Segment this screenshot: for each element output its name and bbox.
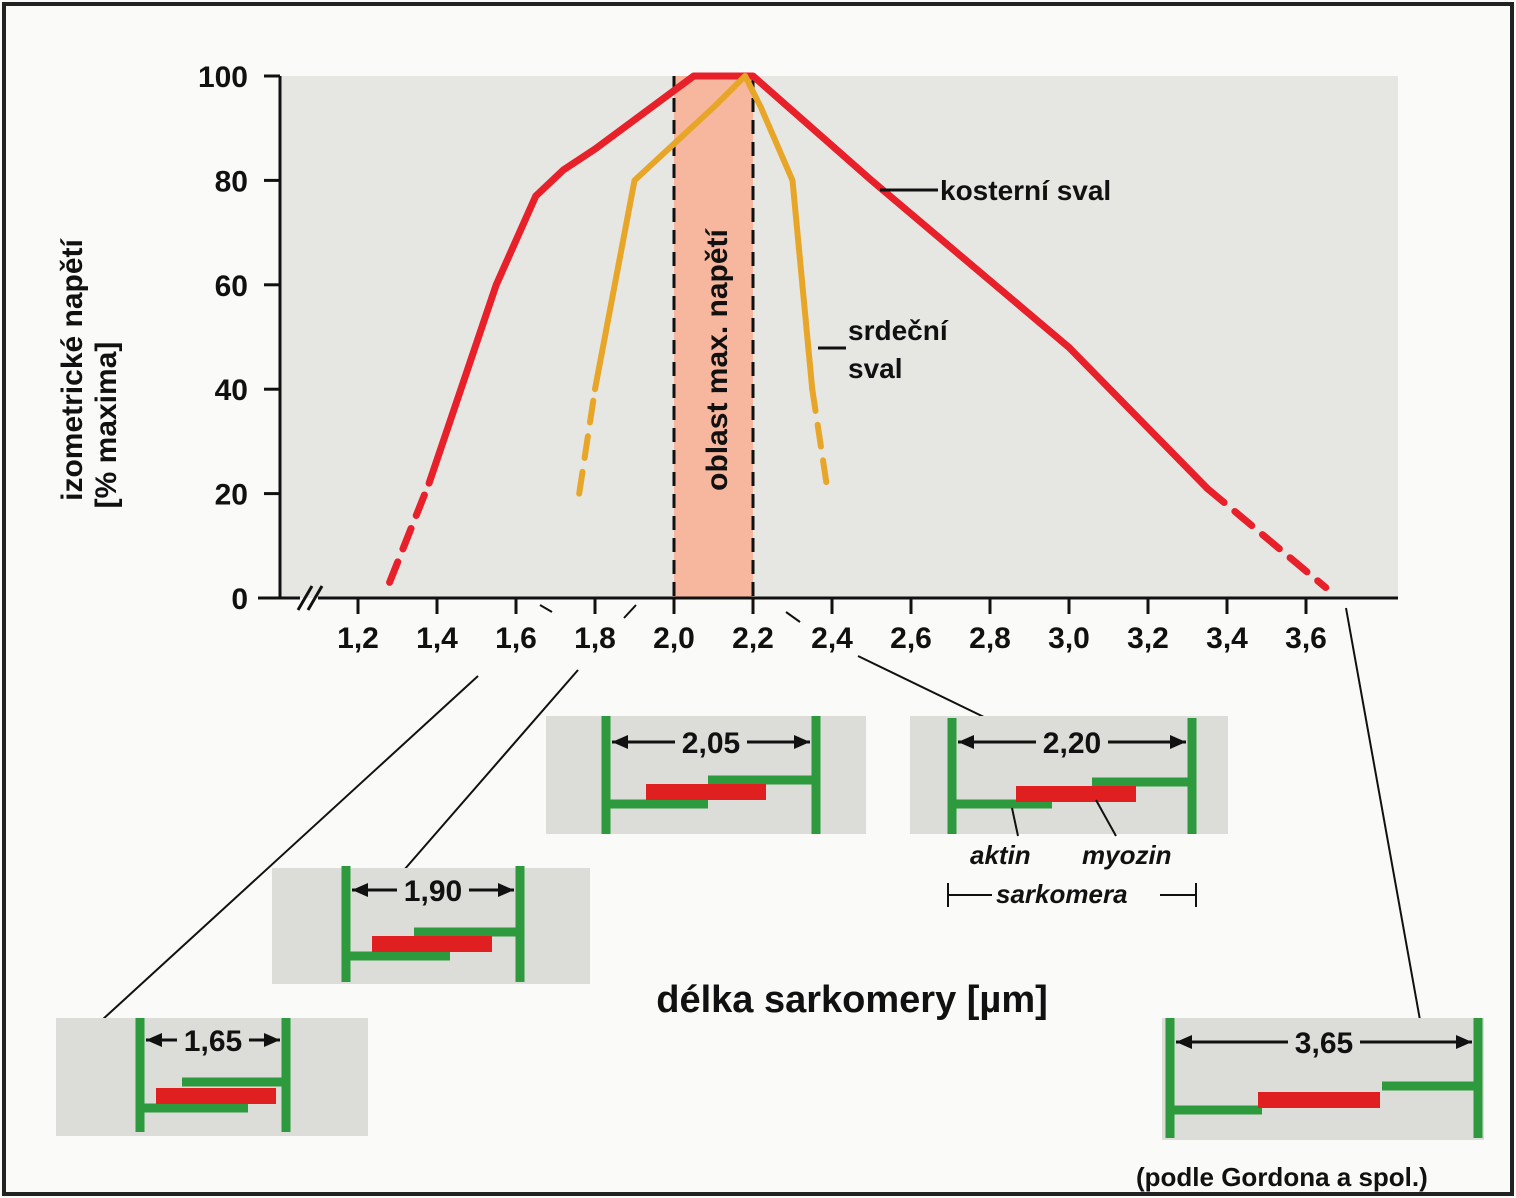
x-tick-label: 2,4 xyxy=(811,622,853,655)
x-tick-label: 3,2 xyxy=(1127,622,1169,655)
axis-break-mark-2 xyxy=(306,585,324,611)
cardiac-series-dashed-low xyxy=(576,386,598,497)
sarcomere-connector xyxy=(785,611,801,623)
x-tick-label: 2,8 xyxy=(969,622,1011,655)
y-tick-label: 20 xyxy=(215,479,248,512)
source-note: (podle Gordona a spol.) xyxy=(1136,1162,1428,1192)
cardiac-series-label-line2: sval xyxy=(848,353,903,384)
sarcomere-length-label: 2,20 xyxy=(1043,727,1101,760)
sarcomere-connector xyxy=(101,675,479,1021)
length-arrowhead-right xyxy=(794,735,810,749)
y-tick-label: 40 xyxy=(215,374,248,407)
x-tick-label: 3,0 xyxy=(1048,622,1090,655)
sarcomere-length-label: 1,65 xyxy=(184,1025,242,1058)
sarcomere-connector xyxy=(403,669,579,871)
plot-background xyxy=(280,76,1398,598)
y-tick-label: 100 xyxy=(198,61,248,94)
skeletal-series-dashed-high xyxy=(1203,484,1330,592)
sarcomere-box xyxy=(272,868,590,984)
skeletal-series-line xyxy=(425,72,1211,492)
max-tension-band xyxy=(674,76,753,598)
x-tick-label: 2,2 xyxy=(732,622,774,655)
cardiac-series-label-line1: srdeční xyxy=(848,315,949,346)
myosin-label: myozin xyxy=(1082,840,1172,870)
y-tick-label: 0 xyxy=(231,583,248,616)
length-arrowhead-right xyxy=(498,883,514,897)
sarcomere-diagram: 2,05 xyxy=(546,716,866,834)
length-arrowhead-right xyxy=(1456,1035,1472,1049)
length-arrowhead-left xyxy=(352,883,368,897)
actin-label: aktin xyxy=(970,840,1031,870)
length-arrowhead-left xyxy=(146,1033,162,1047)
x-tick-label: 2,0 xyxy=(653,622,695,655)
axis-break-mark-1 xyxy=(296,585,314,611)
cardiac-series-dashed-high xyxy=(809,386,832,497)
length-arrowhead-right xyxy=(1170,735,1186,749)
sarcomere-diagram: 1,90 xyxy=(272,866,590,984)
y-tick-label: 80 xyxy=(215,165,248,198)
sarcomere-length-label: 1,90 xyxy=(404,875,462,908)
length-arrowhead-left xyxy=(612,735,628,749)
x-tick-label: 1,8 xyxy=(574,622,616,655)
cardiac-series-line xyxy=(592,73,816,393)
y-axis-label: izometrické napětí xyxy=(56,237,89,500)
x-axis-label: délka sarkomery [µm] xyxy=(656,979,1048,1021)
sarcomere-connector xyxy=(857,655,987,719)
length-arrowhead-right xyxy=(264,1033,280,1047)
sarcomere-length-label: 3,65 xyxy=(1295,1027,1353,1060)
skeletal-series-label: kosterní sval xyxy=(940,175,1111,206)
x-tick-label: 1,6 xyxy=(495,622,537,655)
sarcomere-box xyxy=(56,1018,368,1136)
x-tick-label: 1,2 xyxy=(337,622,379,655)
x-tick-label: 2,6 xyxy=(890,622,932,655)
sarcomere-diagram: 2,20 xyxy=(910,716,1228,834)
sarcomere-length-label: 2,05 xyxy=(682,727,740,760)
length-arrowhead-left xyxy=(1176,1035,1192,1049)
y-tick-label: 60 xyxy=(215,270,248,303)
sarcomere-diagram: 3,65 xyxy=(1162,1018,1484,1140)
actin-pointer xyxy=(1011,807,1019,837)
myosin-pointer xyxy=(1095,799,1117,837)
sarcomere-connector xyxy=(623,604,637,619)
sarcomere-label: sarkomera xyxy=(996,879,1128,909)
sarcomere-connector xyxy=(539,604,553,613)
y-axis-unit: [% maxima] xyxy=(90,342,123,509)
length-arrowhead-left xyxy=(958,735,974,749)
band-label: oblast max. napětí xyxy=(701,227,734,490)
x-tick-label: 1,4 xyxy=(416,622,458,655)
sarcomere-box xyxy=(910,716,1228,834)
sarcomere-diagram: 1,65 xyxy=(56,1018,368,1136)
x-tick-label: 3,4 xyxy=(1206,622,1248,655)
sarcomere-box xyxy=(1162,1018,1484,1140)
sarcomere-connector xyxy=(1345,607,1421,1021)
x-tick-label: 3,6 xyxy=(1285,622,1327,655)
skeletal-series-dashed-low xyxy=(386,479,433,586)
